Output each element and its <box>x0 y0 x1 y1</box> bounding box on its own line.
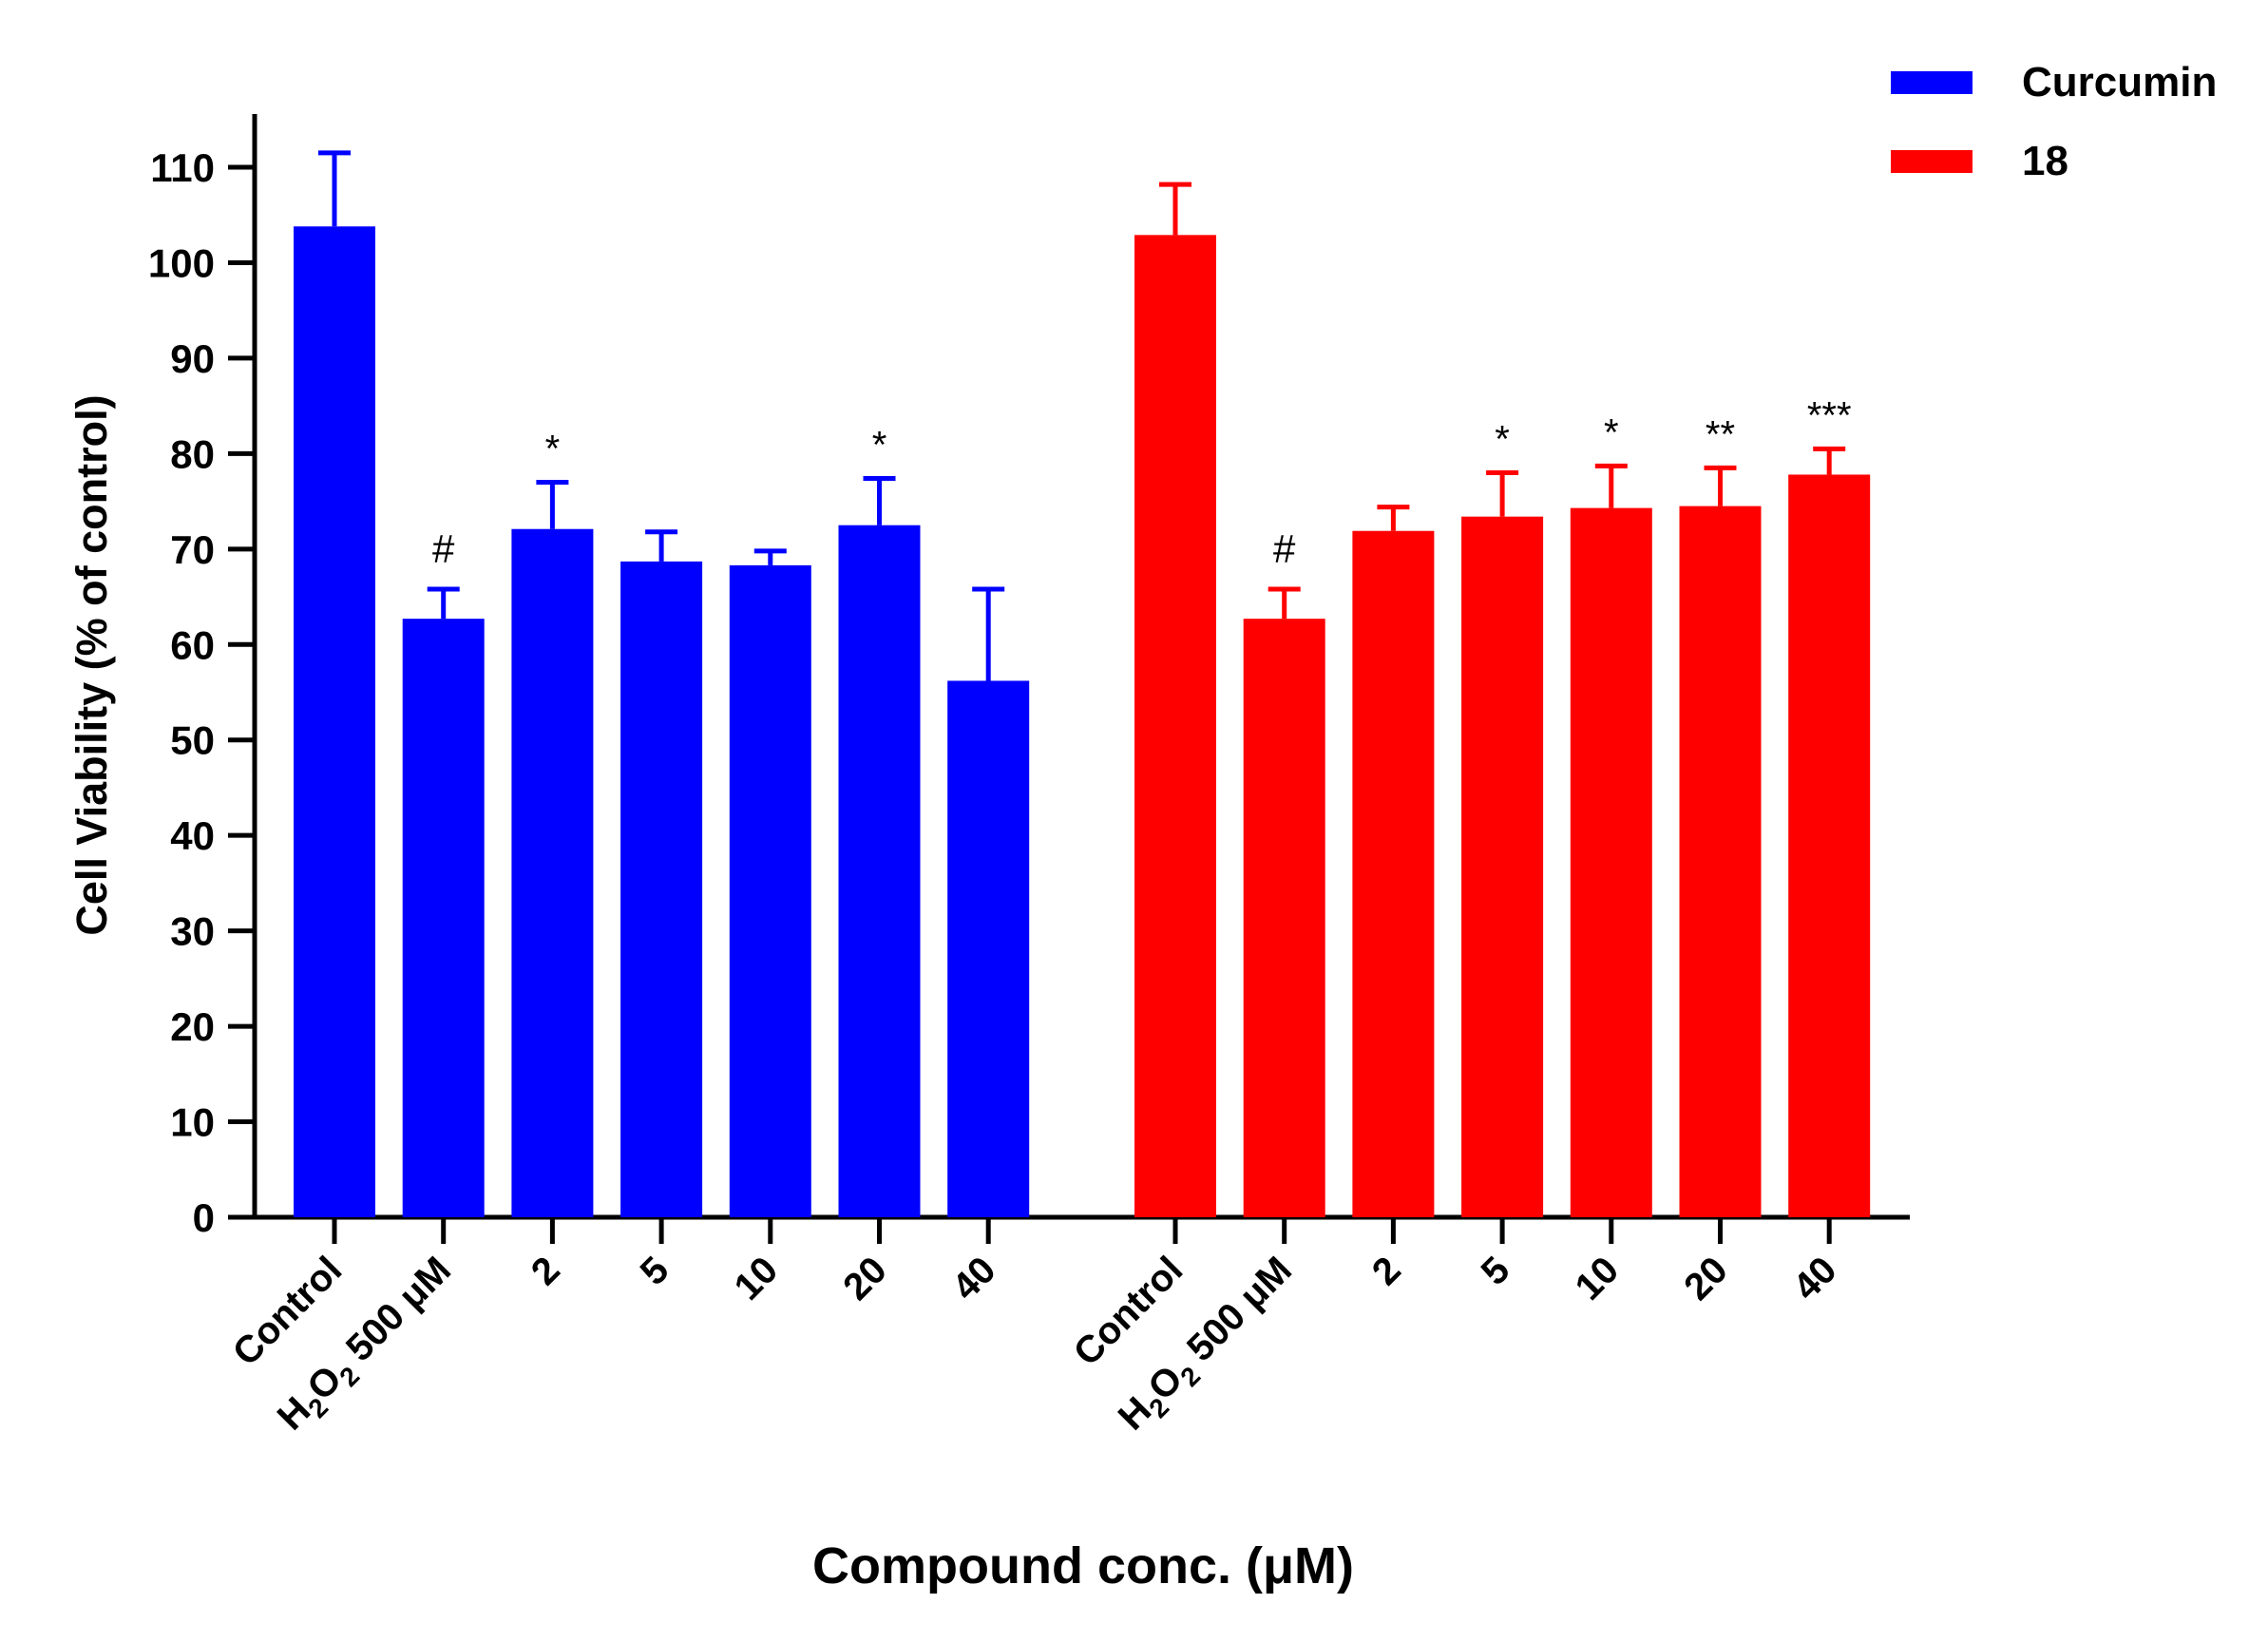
y-tick-label: 10 <box>170 1100 215 1145</box>
significance-mark: ** <box>1706 413 1735 455</box>
bar <box>1461 516 1544 1217</box>
y-tick-label: 20 <box>170 1004 215 1049</box>
x-tick-label: Control <box>1066 1249 1191 1374</box>
bar <box>729 564 811 1217</box>
significance-mark: * <box>1604 411 1619 453</box>
x-tick-label: 10 <box>727 1249 787 1308</box>
bar <box>620 561 703 1217</box>
y-tick-label: 100 <box>148 240 215 285</box>
bar <box>1352 530 1435 1217</box>
legend-label: Curcumin <box>2022 59 2217 105</box>
x-tick-label: 5 <box>1474 1249 1518 1293</box>
significance-mark: * <box>1495 418 1510 460</box>
x-tick-label: 20 <box>1676 1249 1736 1308</box>
x-tick-label: 2 <box>1364 1249 1409 1293</box>
y-tick-label: 110 <box>150 145 215 190</box>
x-tick-label: 40 <box>944 1249 1004 1308</box>
bar <box>947 680 1030 1217</box>
bar <box>1788 474 1871 1217</box>
y-axis-title: Cell Viability (% of control) <box>67 394 116 935</box>
bar <box>402 619 485 1217</box>
bar <box>511 528 594 1217</box>
bar <box>1679 506 1762 1217</box>
y-tick-label: 70 <box>170 527 215 572</box>
bar <box>294 226 375 1217</box>
significance-mark: * <box>872 424 887 466</box>
x-tick-label: 2 <box>524 1249 568 1293</box>
x-tick-label: 10 <box>1568 1249 1628 1308</box>
bar <box>838 525 921 1217</box>
legend: Curcumin 18 <box>1891 59 2217 184</box>
x-tick-label: Control <box>225 1249 351 1374</box>
y-tick-label: 30 <box>170 909 215 954</box>
y-tick-label: 60 <box>170 622 215 667</box>
y-tick-label: 0 <box>193 1195 215 1240</box>
legend-label: 18 <box>2022 138 2068 184</box>
significance-mark: # <box>432 526 455 571</box>
bar <box>1243 619 1325 1217</box>
significance-mark: # <box>1273 526 1296 571</box>
y-tick-label: 80 <box>170 431 215 476</box>
y-tick-label: 90 <box>170 336 215 381</box>
significance-mark: * <box>545 429 561 470</box>
y-tick-label: 40 <box>170 813 215 858</box>
bars-layer <box>294 150 1871 1217</box>
bar <box>1134 235 1216 1217</box>
legend-swatch <box>1891 150 1973 173</box>
x-axis-title: Compound conc. (μM) <box>812 1537 1354 1594</box>
legend-swatch <box>1891 71 1973 94</box>
bar <box>1570 507 1652 1217</box>
significance-mark: *** <box>1807 394 1852 436</box>
x-tick-label: 20 <box>835 1249 895 1308</box>
x-tick-label: 40 <box>1785 1249 1845 1308</box>
x-tick-label: 5 <box>633 1249 677 1293</box>
y-tick-label: 50 <box>170 718 215 763</box>
